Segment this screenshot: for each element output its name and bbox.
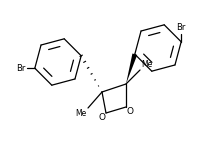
Text: O: O	[126, 106, 134, 115]
Text: Br: Br	[176, 23, 186, 32]
Text: Br: Br	[17, 64, 26, 73]
Text: Me: Me	[141, 60, 152, 69]
Polygon shape	[126, 53, 137, 84]
Text: O: O	[98, 113, 106, 121]
Text: Me: Me	[75, 109, 86, 118]
